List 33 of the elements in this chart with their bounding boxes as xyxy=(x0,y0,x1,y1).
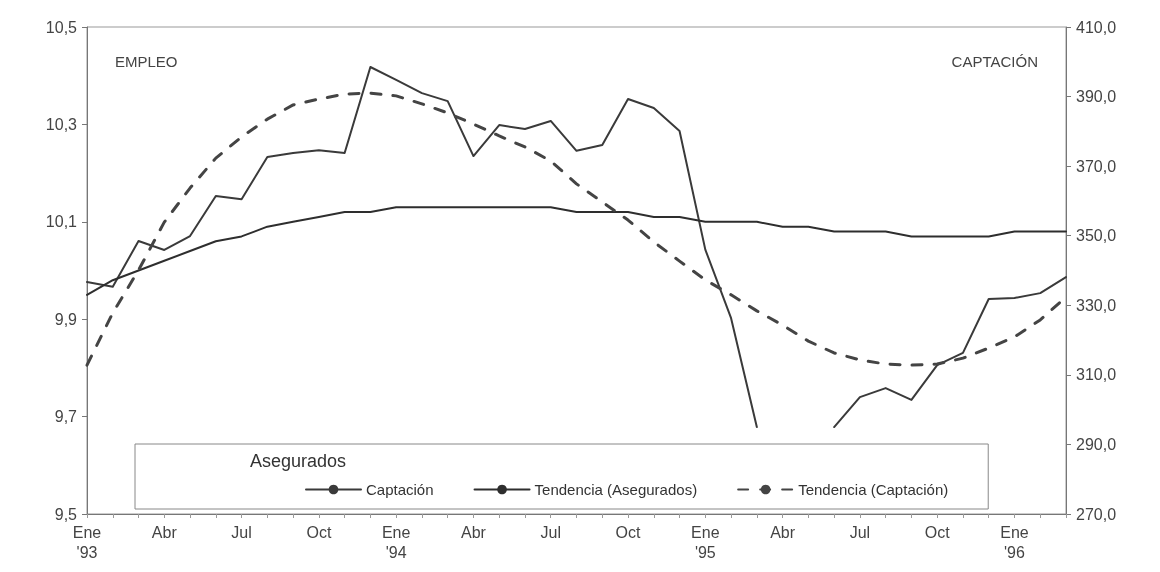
x-tick-label: Abr xyxy=(151,523,178,541)
y2-tick-label: 350,0 xyxy=(1076,227,1117,245)
y2-tick-label: 290,0 xyxy=(1076,435,1117,453)
x-tick-label: Abr xyxy=(460,523,487,541)
y-tick-label: 10,1 xyxy=(45,213,78,231)
y2-tick-label: 270,0 xyxy=(1076,505,1117,523)
x-tick-label: Oct xyxy=(924,523,951,541)
x-tick-label: Jul xyxy=(540,523,561,541)
y-tick-label: 10,5 xyxy=(45,18,78,36)
y2-tick-label: 310,0 xyxy=(1076,366,1117,384)
x-tick-label: Ene '94 xyxy=(381,523,411,561)
y-tick-label: 9,5 xyxy=(54,505,78,523)
x-tick-label: Ene '93 xyxy=(72,523,102,561)
y2-axis-title: CAPTACIÓN xyxy=(951,53,1038,70)
legend-label: Tendencia (Asegurados) xyxy=(534,481,698,498)
y2-tick-label: 410,0 xyxy=(1076,18,1117,36)
x-tick-label: Ene '95 xyxy=(691,523,720,561)
legend-label: Tendencia (Captación) xyxy=(798,481,949,498)
y-tick-label: 10,3 xyxy=(45,115,78,133)
legend-label: Captación xyxy=(366,481,434,498)
y-tick-label: 9,7 xyxy=(54,408,78,426)
x-tick-label: Ene '96 xyxy=(1000,523,1029,561)
y2-tick-label: 370,0 xyxy=(1076,157,1117,175)
y2-tick-label: 390,0 xyxy=(1076,88,1117,106)
x-tick-label: Oct xyxy=(306,523,332,541)
x-tick-label: Jul xyxy=(849,523,871,541)
y-tick-label: 9,9 xyxy=(54,310,78,328)
y-axis-title: EMPLEO xyxy=(115,53,178,70)
annotation: Asegurados xyxy=(250,451,347,471)
x-tick-label: Oct xyxy=(615,523,642,541)
x-tick-label: Jul xyxy=(231,523,252,541)
x-tick-label: Abr xyxy=(770,523,796,541)
y2-tick-label: 330,0 xyxy=(1076,296,1117,314)
